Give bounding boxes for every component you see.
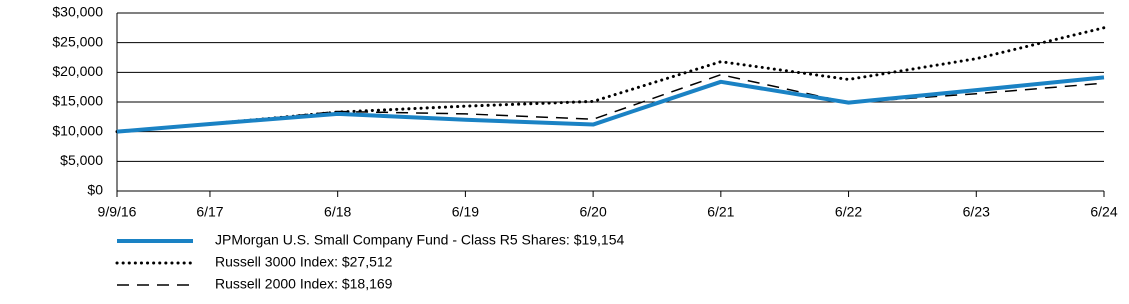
y-tick-label: $20,000 bbox=[52, 63, 103, 79]
series-line bbox=[116, 73, 1105, 133]
series-line bbox=[115, 26, 1106, 134]
x-tick-label: 6/17 bbox=[196, 204, 223, 220]
x-tick-label: 6/19 bbox=[452, 204, 479, 220]
legend-label: JPMorgan U.S. Small Company Fund - Class… bbox=[215, 232, 625, 248]
y-tick-label: $10,000 bbox=[52, 122, 103, 138]
x-tick-label: 6/20 bbox=[579, 204, 606, 220]
y-tick-label: $15,000 bbox=[52, 93, 103, 109]
y-tick-label: $30,000 bbox=[52, 4, 103, 20]
legend-label: Russell 2000 Index: $18,169 bbox=[215, 276, 393, 292]
legend-label: Russell 3000 Index: $27,512 bbox=[215, 254, 393, 270]
x-tick-label: 6/18 bbox=[324, 204, 351, 220]
x-tick-label: 6/24 bbox=[1090, 204, 1117, 220]
y-tick-label: $25,000 bbox=[52, 33, 103, 49]
series-line bbox=[116, 75, 1105, 134]
x-tick-label: 9/9/16 bbox=[98, 204, 137, 220]
x-tick-label: 6/21 bbox=[707, 204, 734, 220]
x-tick-label: 6/22 bbox=[835, 204, 862, 220]
y-tick-label: $0 bbox=[87, 182, 103, 198]
x-tick-label: 6/23 bbox=[963, 204, 990, 220]
y-tick-label: $5,000 bbox=[60, 152, 103, 168]
